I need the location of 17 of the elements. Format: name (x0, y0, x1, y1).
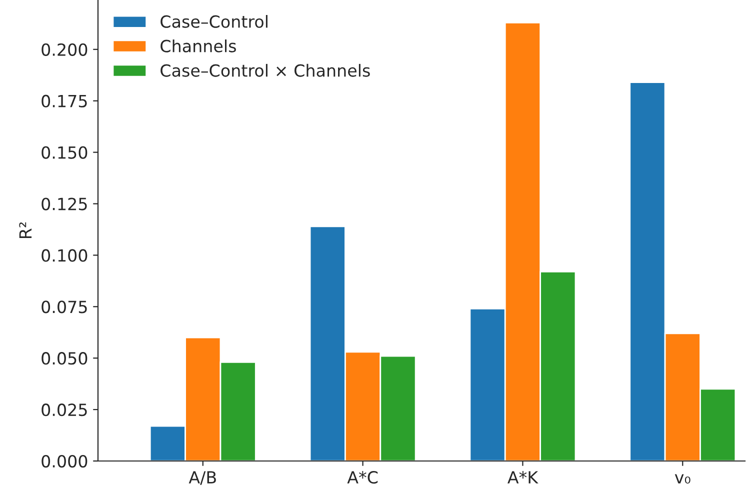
y-tick-label: 0.025 (42, 404, 87, 416)
y-axis-title: R² (19, 222, 32, 238)
y-tick-label: 0.175 (42, 94, 87, 108)
legend-label: Channels (160, 39, 236, 52)
y-tick-label: 0.125 (42, 198, 87, 210)
y-tick-label: 0.050 (42, 352, 88, 365)
x-tick-label: A*K (508, 471, 538, 484)
y-tick-label: 0.150 (42, 146, 88, 159)
y-tick-label: 0.100 (42, 249, 88, 262)
y-tick-label: 0.200 (42, 43, 88, 56)
x-tick-label: A*C (347, 471, 378, 484)
x-tick-label: v₀ (674, 474, 690, 484)
y-tick-label: 0.000 (42, 454, 88, 468)
legend-label: Case–Control × Channels (160, 64, 370, 77)
y-tick-label: 0.075 (42, 300, 87, 314)
x-tick-label: A/B (188, 471, 216, 485)
legend-label: Case–Control (160, 15, 268, 28)
